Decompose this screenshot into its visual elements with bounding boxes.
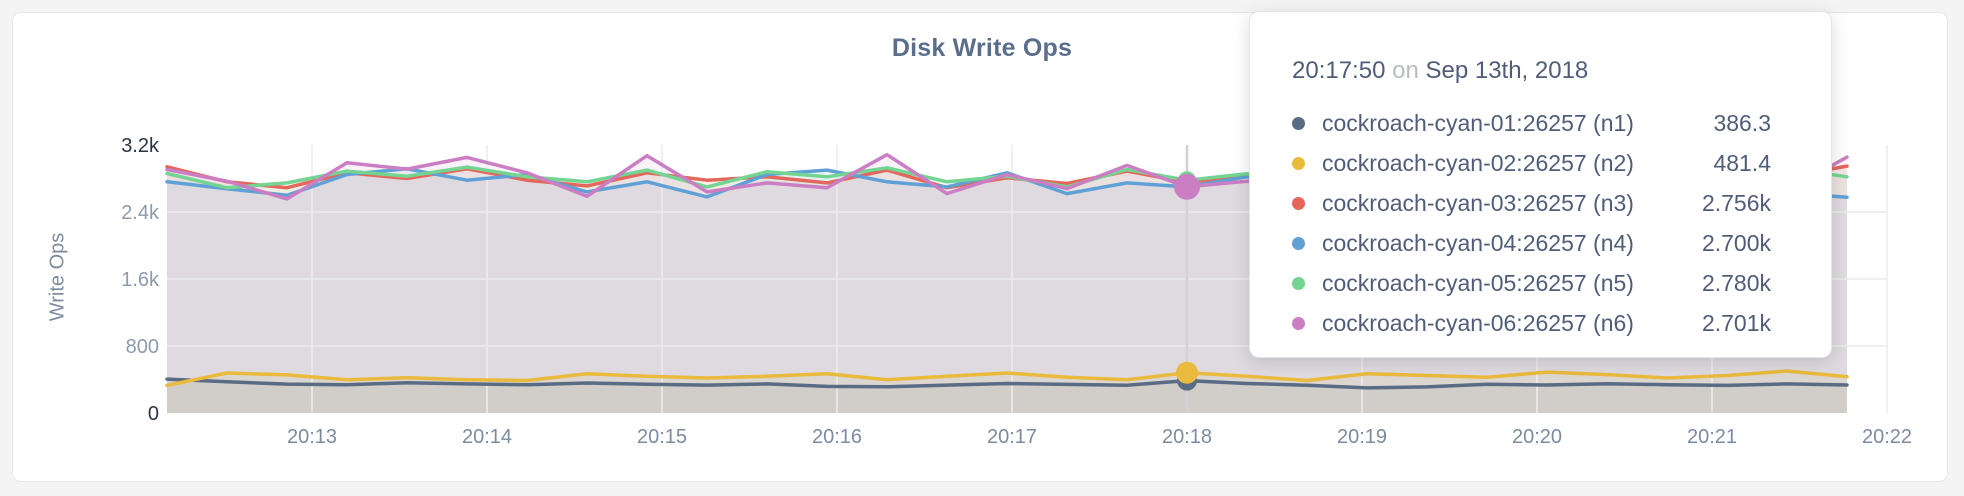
x-tick-label-20:16: 20:16 [812,426,862,448]
series-name: cockroach-cyan-03:26257 (n3) [1322,189,1634,216]
x-tick-label-20:19: 20:19 [1337,426,1387,448]
y-tick-label-1.6k: 1.6k [121,269,160,291]
tooltip-rows: cockroach-cyan-01:26257 (n1) 386.3 cockr… [1292,103,1771,343]
tooltip-series-row: cockroach-cyan-03:26257 (n3) 2.756k [1292,183,1771,223]
series-line-n1 [165,377,1849,390]
series-value: 2.701k [1701,309,1771,336]
tooltip-title: 20:17:50 on Sep 13th, 2018 [1292,56,1771,86]
tooltip-time: 20:17:50 [1292,57,1386,84]
hover-dot-n6 [1174,173,1200,200]
x-tick-label-20:21: 20:21 [1687,426,1737,448]
tooltip-date: Sep 13th, 2018 [1425,57,1589,84]
tooltip-series-row: cockroach-cyan-04:26257 (n4) 2.700k [1292,223,1771,263]
series-value: 386.3 [1713,109,1771,136]
series-color-dot [1292,116,1305,130]
series-value: 2.700k [1701,229,1771,256]
series-name: cockroach-cyan-06:26257 (n6) [1322,309,1634,336]
series-color-dot [1292,156,1305,170]
series-name: cockroach-cyan-02:26257 (n2) [1322,149,1634,176]
x-tick-label-20:22: 20:22 [1862,426,1912,448]
series-color-dot [1292,316,1305,330]
x-tick-label-20:18: 20:18 [1162,426,1212,448]
series-color-dot [1292,276,1305,290]
y-tick-label-800: 800 [126,336,159,358]
series-name: cockroach-cyan-04:26257 (n4) [1322,229,1634,256]
chart-title: Disk Write Ops [891,34,1073,62]
series-color-dot [1292,196,1305,210]
tooltip-conjunction: on [1392,57,1419,84]
tooltip-series-row: cockroach-cyan-01:26257 (n1) 386.3 [1292,103,1771,143]
series-name: cockroach-cyan-01:26257 (n1) [1322,109,1634,136]
x-tick-label-20:17: 20:17 [987,426,1037,448]
tooltip-series-row: cockroach-cyan-05:26257 (n5) 2.780k [1292,263,1771,303]
tooltip-series-row: cockroach-cyan-02:26257 (n2) 481.4 [1292,143,1771,183]
series-value: 2.780k [1701,269,1771,296]
y-tick-label-2.4k: 2.4k [121,202,160,224]
x-tick-label-20:13: 20:13 [287,426,337,448]
x-tick-label-20:15: 20:15 [637,426,687,448]
hover-tooltip: 20:17:50 on Sep 13th, 2018 cockroach-cya… [1249,11,1832,358]
x-tick-label-20:20: 20:20 [1512,426,1562,448]
series-value: 481.4 [1713,149,1771,176]
series-value: 2.756k [1701,189,1771,216]
x-tick-label-20:14: 20:14 [462,426,512,448]
y-tick-label-0: 0 [148,403,159,425]
y-tick-label-3.2k: 3.2k [121,135,160,157]
series-name: cockroach-cyan-05:26257 (n5) [1322,269,1634,296]
series-line-n2 [165,369,1849,388]
tooltip-series-row: cockroach-cyan-06:26257 (n6) 2.701k [1292,303,1771,343]
series-color-dot [1292,236,1305,250]
hover-dot-n2 [1176,361,1198,384]
